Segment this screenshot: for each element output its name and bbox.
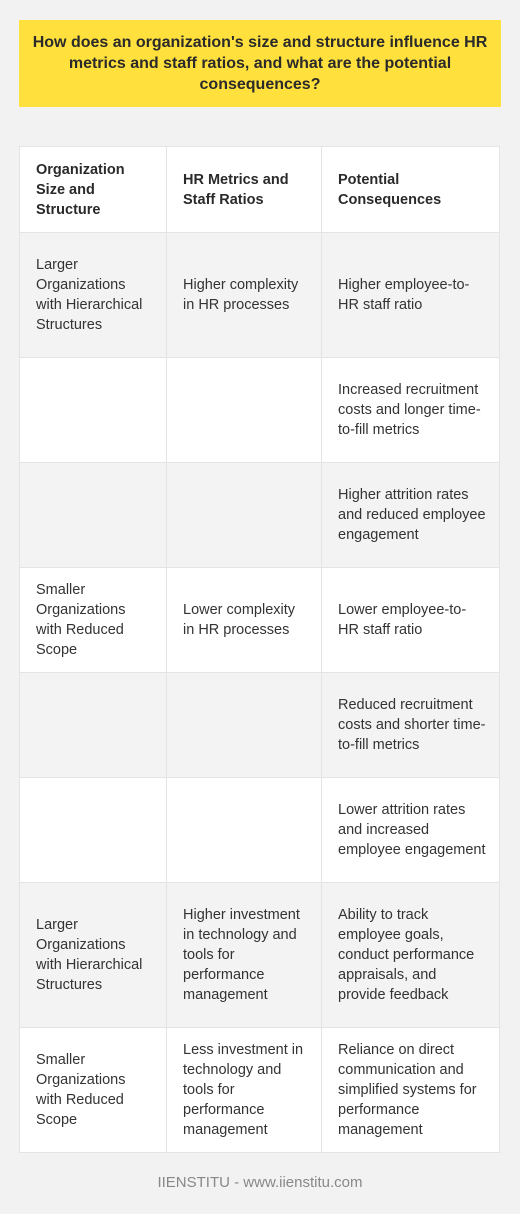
table-cell: Larger Organizations with Hierarchical S… bbox=[19, 882, 167, 1028]
table-cell bbox=[19, 357, 167, 463]
table-cell: Reduced recruitment costs and shorter ti… bbox=[321, 672, 500, 778]
column-header: Organization Size and Structure bbox=[19, 146, 167, 233]
table-cell: Higher employee-to-HR staff ratio bbox=[321, 232, 500, 358]
table-cell: Lower complexity in HR processes bbox=[166, 567, 322, 673]
table-cell bbox=[19, 672, 167, 778]
column-header: Potential Consequences bbox=[321, 146, 500, 233]
table-row: Smaller Organizations with Reduced Scope… bbox=[19, 1027, 500, 1153]
table-cell: Lower attrition rates and increased empl… bbox=[321, 777, 500, 883]
column-header: HR Metrics and Staff Ratios bbox=[166, 146, 322, 233]
table-cell bbox=[166, 672, 322, 778]
table-cell bbox=[166, 357, 322, 463]
page-title: How does an organization's size and stru… bbox=[32, 34, 488, 93]
table-cell: Reliance on direct communication and sim… bbox=[321, 1027, 500, 1153]
table-cell bbox=[166, 777, 322, 883]
table-cell: Increased recruitment costs and longer t… bbox=[321, 357, 500, 463]
table-cell bbox=[19, 462, 167, 568]
table-cell: Smaller Organizations with Reduced Scope bbox=[19, 1027, 167, 1153]
table-cell: Larger Organizations with Hierarchical S… bbox=[19, 232, 167, 358]
table-cell: Less investment in technology and tools … bbox=[166, 1027, 322, 1153]
table-row: Smaller Organizations with Reduced Scope… bbox=[19, 567, 500, 673]
table-cell bbox=[166, 462, 322, 568]
table-cell: Lower employee-to-HR staff ratio bbox=[321, 567, 500, 673]
table-cell: Higher attrition rates and reduced emplo… bbox=[321, 462, 500, 568]
table-cell bbox=[19, 777, 167, 883]
table-row: Lower attrition rates and increased empl… bbox=[19, 777, 500, 883]
table-row: Larger Organizations with Hierarchical S… bbox=[19, 232, 500, 358]
table-cell: Higher complexity in HR processes bbox=[166, 232, 322, 358]
comparison-table: Organization Size and Structure HR Metri… bbox=[19, 146, 500, 1153]
footer-credit: IIENSTITU - www.iienstitu.com bbox=[157, 1174, 363, 1191]
table-cell: Smaller Organizations with Reduced Scope bbox=[19, 567, 167, 673]
table-header-row: Organization Size and Structure HR Metri… bbox=[19, 146, 500, 233]
title-banner: How does an organization's size and stru… bbox=[19, 20, 501, 107]
table-row: Higher attrition rates and reduced emplo… bbox=[19, 462, 500, 568]
table-cell: Ability to track employee goals, conduct… bbox=[321, 882, 500, 1028]
table-row: Larger Organizations with Hierarchical S… bbox=[19, 882, 500, 1028]
table-row: Reduced recruitment costs and shorter ti… bbox=[19, 672, 500, 778]
table-row: Increased recruitment costs and longer t… bbox=[19, 357, 500, 463]
table-cell: Higher investment in technology and tool… bbox=[166, 882, 322, 1028]
